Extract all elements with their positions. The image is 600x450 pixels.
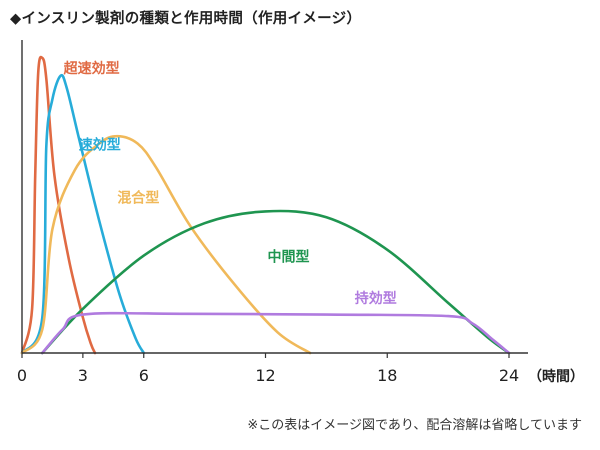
x-tick-label: 3	[78, 366, 88, 385]
x-axis-label: （時間）	[528, 368, 584, 385]
series-line-3	[20, 134, 312, 355]
series-label-1: 超速効型	[63, 60, 120, 77]
series-lines	[20, 55, 511, 355]
series-line-2	[20, 73, 146, 355]
series-label-3: 混合型	[117, 190, 159, 207]
x-tick-label: 24	[499, 366, 519, 385]
x-tick-label: 6	[139, 366, 149, 385]
series-line-1	[20, 55, 97, 355]
series-line-5	[41, 311, 511, 355]
footnote: ※この表はイメージ図であり、配合溶解は省略しています	[247, 418, 582, 433]
x-axis-ticks: 0 3 6 12 18 24	[17, 353, 519, 385]
chart-title: ◆インスリン製剤の種類と作用時間（作用イメージ）	[10, 11, 362, 27]
series-label-5: 持効型	[355, 290, 397, 307]
series-label-2: 速効型	[79, 137, 121, 154]
x-tick-label: 0	[17, 366, 27, 385]
x-tick-label: 12	[255, 366, 275, 385]
series-label-4: 中間型	[268, 249, 310, 266]
x-tick-label: 18	[377, 366, 397, 385]
